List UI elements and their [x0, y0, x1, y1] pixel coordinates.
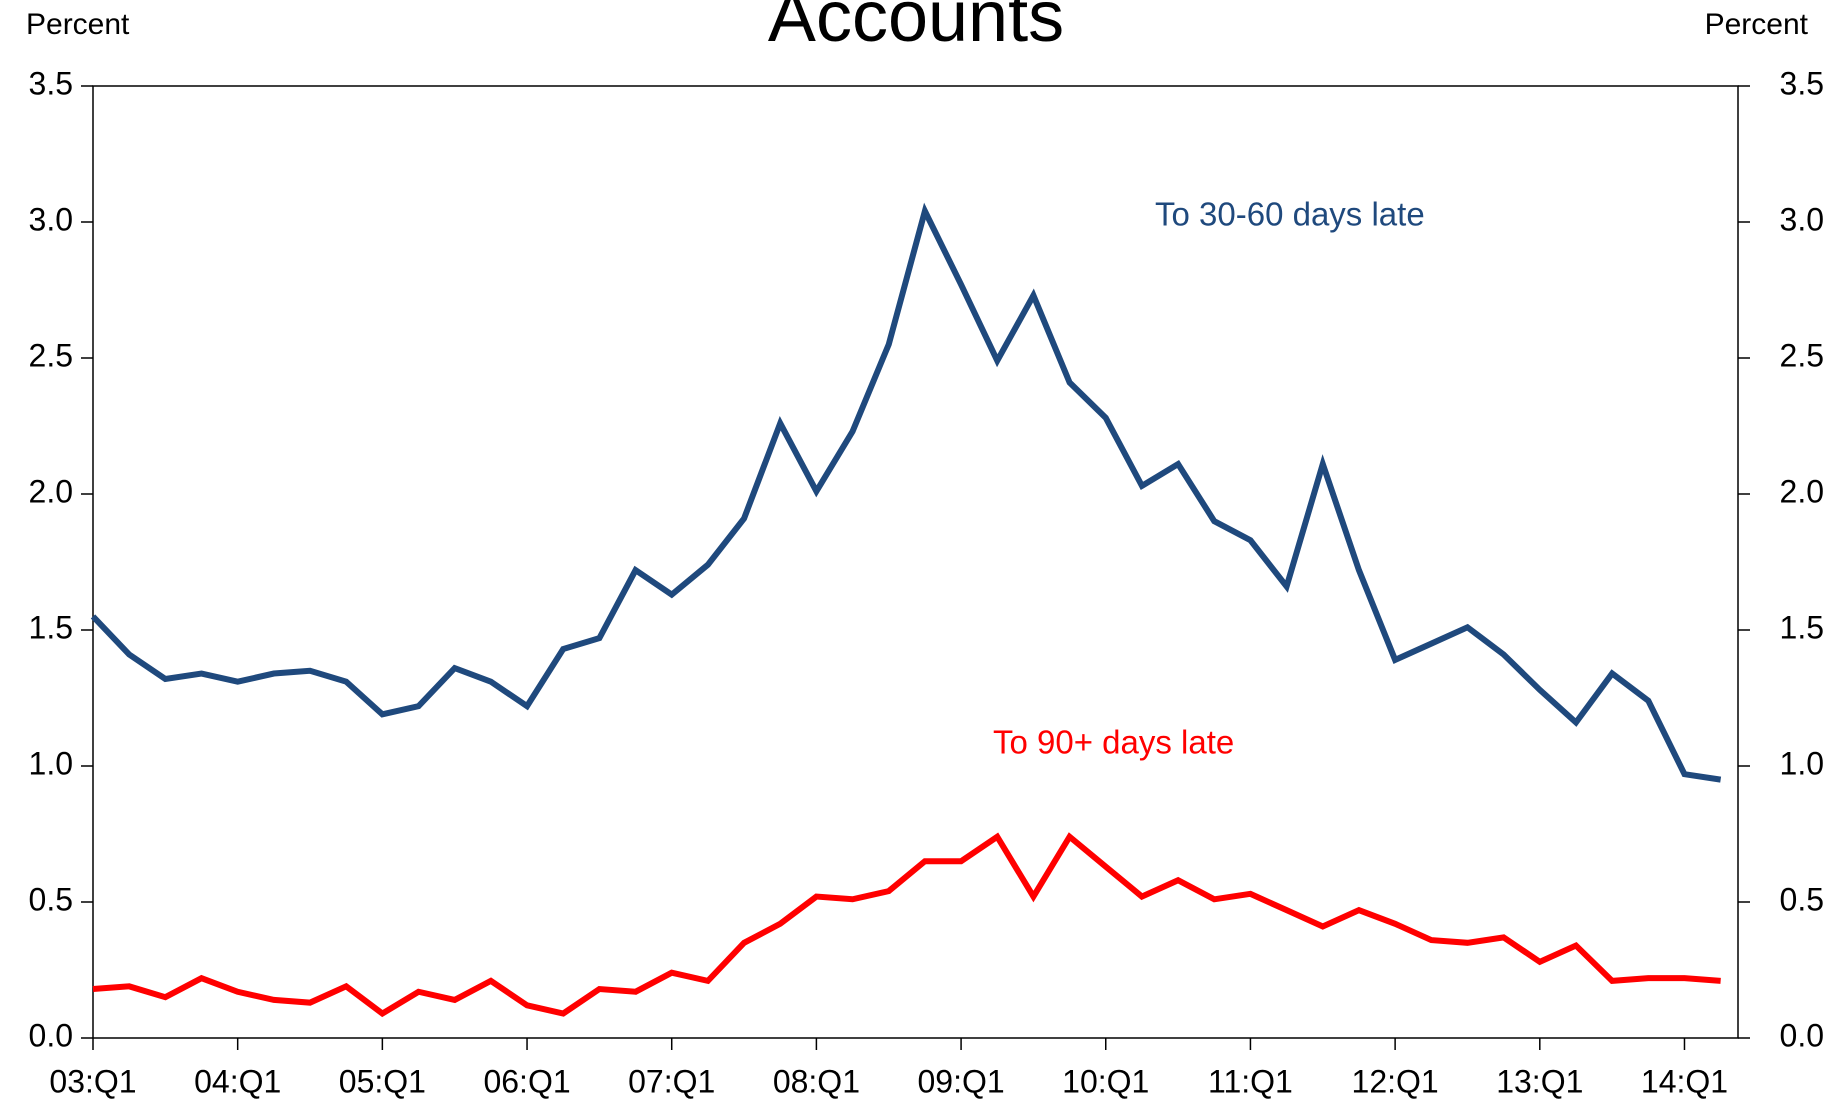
y2-tick-label: 3.0 [1780, 201, 1824, 237]
y2-tick-label: 3.5 [1780, 65, 1824, 101]
x-tick-label: 10:Q1 [1062, 1063, 1149, 1099]
y-tick-label: 0.5 [29, 881, 73, 917]
series-line [92, 832, 1721, 1018]
x-tick-label: 07:Q1 [628, 1063, 715, 1099]
y2-tick-label: 0.0 [1780, 1017, 1824, 1053]
y2-axis-label: Percent [1705, 8, 1809, 41]
series-label: To 30-60 days late [1155, 196, 1425, 233]
y2-tick-label: 1.0 [1780, 745, 1824, 781]
y-tick-label: 2.0 [29, 473, 73, 509]
x-tick-label: 12:Q1 [1352, 1063, 1439, 1099]
y-tick-label: 1.5 [29, 609, 73, 645]
y-axis-label: Percent [26, 8, 130, 41]
x-tick-label: 05:Q1 [339, 1063, 426, 1099]
y2-tick-label: 1.5 [1780, 609, 1824, 645]
y-tick-label: 2.5 [29, 337, 73, 373]
y2-tick-label: 2.0 [1780, 473, 1824, 509]
x-tick-label: 09:Q1 [917, 1063, 1004, 1099]
x-tick-label: 03:Q1 [49, 1063, 136, 1099]
x-tick-label: 13:Q1 [1496, 1063, 1583, 1099]
y-tick-label: 3.5 [29, 65, 73, 101]
y-tick-label: 1.0 [29, 745, 73, 781]
x-tick-label: 11:Q1 [1208, 1063, 1293, 1099]
y2-tick-label: 2.5 [1780, 337, 1824, 373]
x-tick-label: 08:Q1 [773, 1063, 860, 1099]
y2-tick-label: 0.5 [1780, 881, 1824, 917]
x-tick-label: 14:Q1 [1641, 1063, 1728, 1099]
plot-frame [92, 85, 1739, 1039]
series-line [90, 202, 1722, 783]
y-tick-label: 0.0 [29, 1017, 73, 1053]
x-tick-label: 06:Q1 [483, 1063, 570, 1099]
series-label: To 90+ days late [993, 724, 1234, 761]
y-tick-label: 3.0 [29, 201, 73, 237]
x-tick-label: 04:Q1 [194, 1063, 281, 1099]
chart-title: Accounts [768, 0, 1064, 57]
